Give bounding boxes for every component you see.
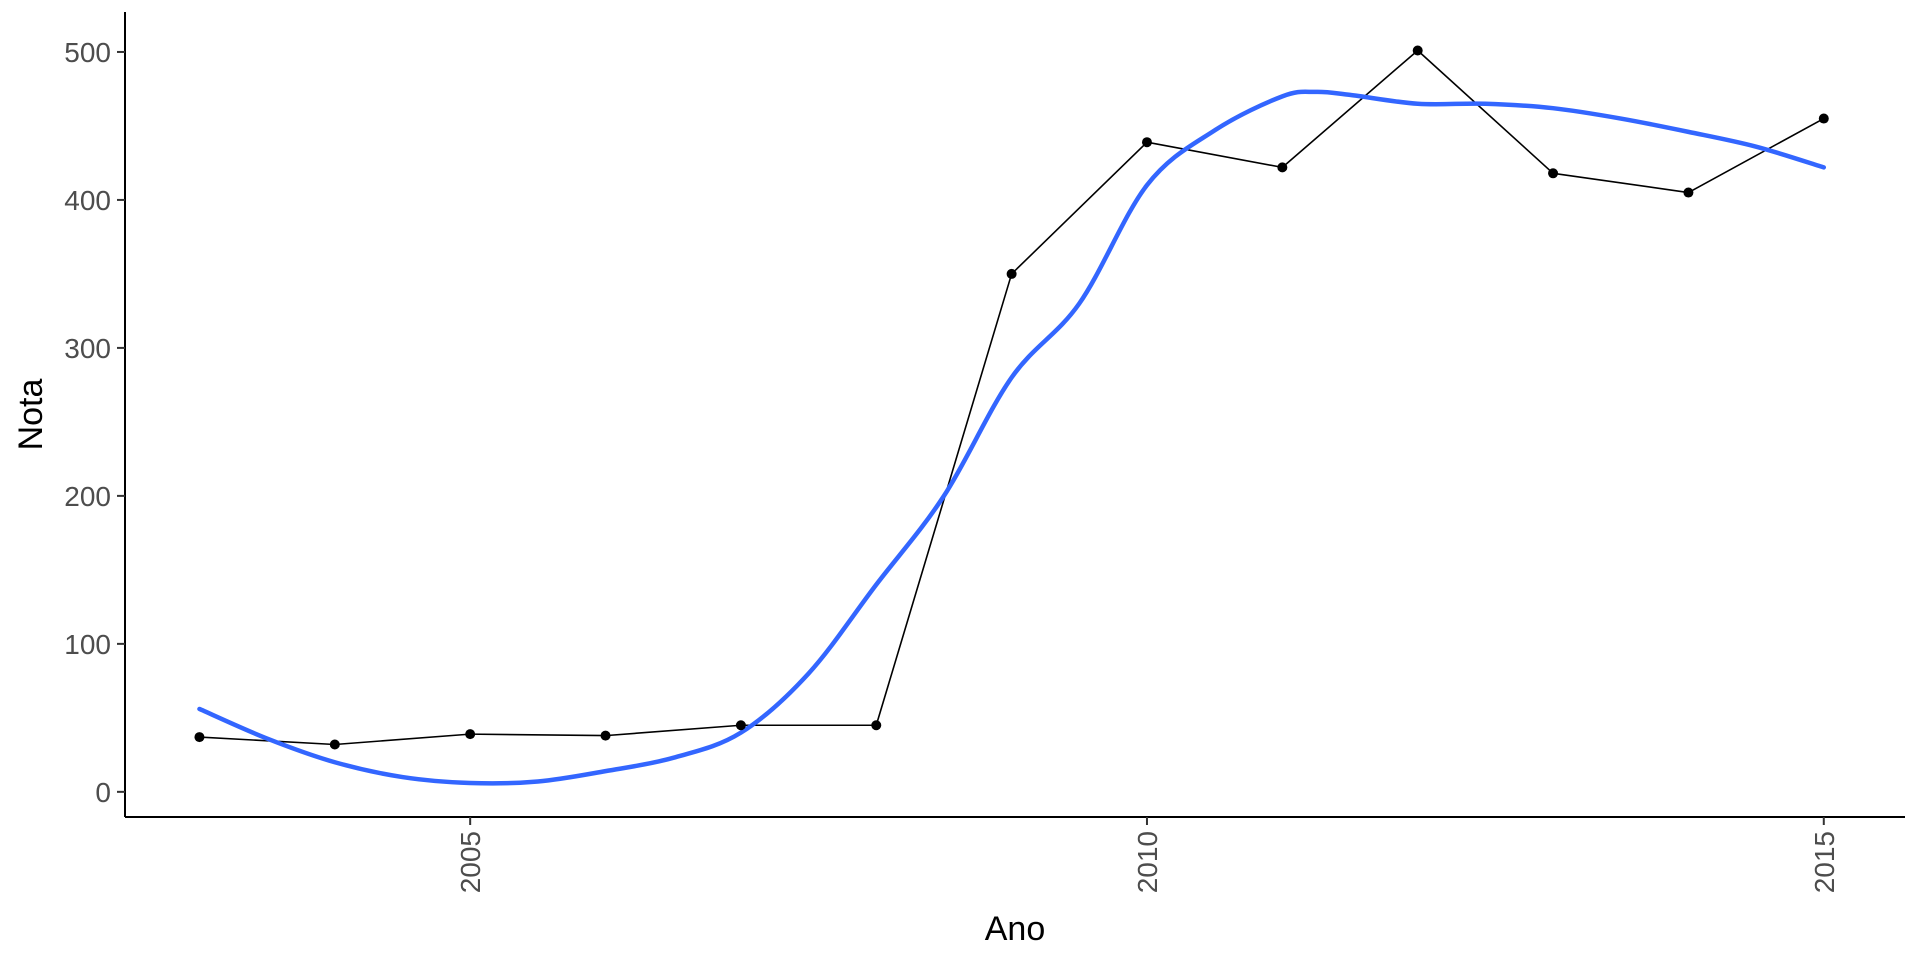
- smooth-trend-line: [197, 89, 1827, 786]
- plot-area: [194, 45, 1829, 786]
- data-line-segment: [1552, 172, 1689, 194]
- y-tick-label: 400: [64, 185, 111, 216]
- data-line-segment: [470, 733, 606, 737]
- y-tick-label: 100: [64, 629, 111, 660]
- data-point: [600, 730, 611, 741]
- data-line-segment: [1011, 141, 1148, 275]
- y-tick-label: 300: [64, 333, 111, 364]
- data-line-segment: [1281, 49, 1419, 168]
- x-axis-title: Ano: [985, 910, 1046, 948]
- data-line-segment: [605, 724, 741, 737]
- data-point: [1412, 45, 1423, 56]
- data-line-segment: [1688, 117, 1825, 194]
- data-point: [871, 720, 882, 731]
- data-point: [194, 732, 205, 743]
- data-point: [1277, 162, 1288, 173]
- x-tick-label: 2005: [455, 831, 486, 893]
- x-axis-ticks: 2005 2010 2015: [455, 817, 1840, 893]
- data-point: [1548, 168, 1559, 179]
- y-axis-ticks: 0 100 200 300 400 500: [64, 37, 125, 808]
- data-point: [465, 729, 476, 740]
- data-point: [1683, 187, 1694, 198]
- data-point: [1818, 113, 1829, 124]
- y-axis-title: Nota: [12, 379, 50, 451]
- data-point: [1006, 268, 1017, 279]
- data-point: [329, 739, 340, 750]
- data-line-segment: [334, 733, 471, 746]
- y-tick-label: 500: [64, 37, 111, 68]
- x-tick-label: 2015: [1809, 831, 1840, 893]
- y-tick-label: 0: [95, 777, 111, 808]
- data-line-segment: [1146, 141, 1283, 169]
- data-line-segment: [1417, 49, 1554, 174]
- y-tick-label: 200: [64, 481, 111, 512]
- data-point: [1141, 137, 1152, 148]
- x-tick-label: 2010: [1132, 831, 1163, 893]
- data-point: [735, 720, 746, 731]
